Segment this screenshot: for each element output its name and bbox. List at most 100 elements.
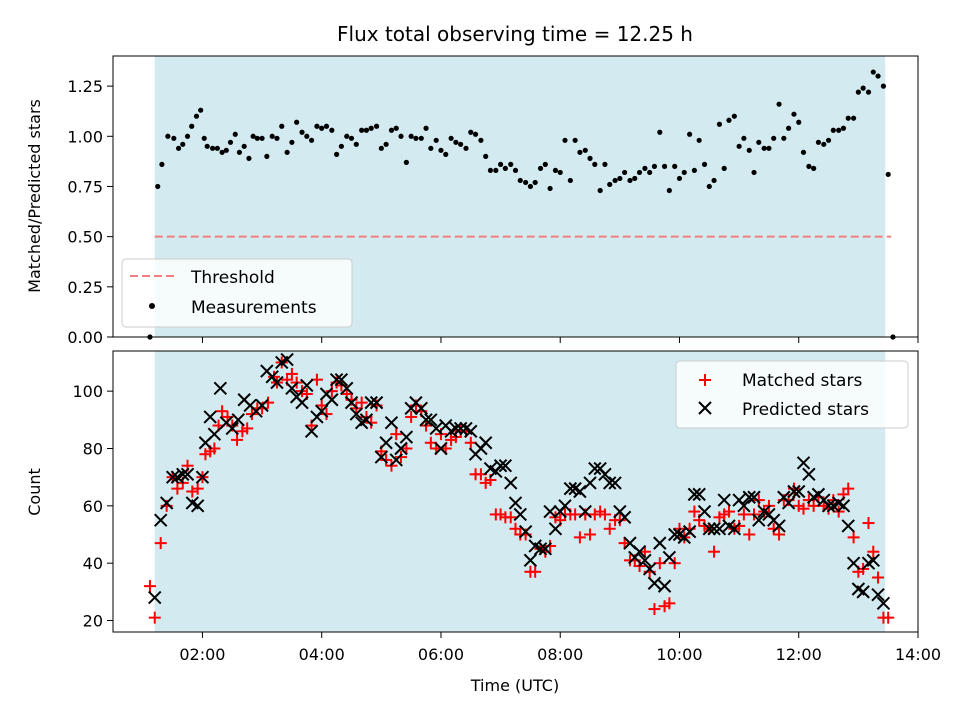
measurement-point	[155, 183, 161, 190]
predicted-star-point	[359, 413, 374, 427]
predicted-star-point	[841, 519, 855, 533]
measurement-point	[647, 169, 653, 176]
matched-star-point	[241, 422, 254, 435]
predicted-star-point	[304, 424, 319, 438]
matched-star-point	[882, 611, 895, 624]
predicted-star-point	[518, 524, 533, 539]
predicted-star-point	[702, 522, 717, 536]
predicted-marker-b	[642, 562, 657, 576]
predicted-star-point	[464, 424, 478, 438]
measurement-point	[171, 135, 177, 141]
predicted-marker-b	[159, 496, 174, 510]
predicted-marker-b	[180, 467, 195, 482]
predicted-star-point	[563, 481, 578, 496]
predicted-marker-b	[672, 527, 687, 542]
predicted-star-point	[379, 436, 393, 450]
matched-star-point	[773, 528, 786, 541]
predicted-star-point	[747, 490, 761, 504]
measurement-point	[344, 133, 350, 139]
predicted-marker-b	[821, 499, 836, 513]
predicted-marker-b	[583, 476, 597, 490]
measurement-point	[607, 181, 613, 188]
predicted-marker-b	[449, 421, 463, 436]
predicted-star-point	[349, 407, 363, 421]
predicted-star-point	[165, 470, 180, 484]
predicted-star-point	[642, 562, 657, 576]
measurement-point	[232, 131, 238, 137]
matched-star-point	[148, 611, 161, 624]
predicted-marker-b	[295, 395, 309, 410]
matched-star-point	[767, 522, 780, 535]
predicted-marker-b	[349, 407, 363, 421]
measurement-point	[478, 137, 484, 143]
predicted-marker-b	[687, 487, 702, 502]
measurement-point	[289, 139, 295, 145]
predicted-marker-b	[772, 519, 786, 533]
measurement-point	[657, 129, 663, 135]
predicted-marker-b	[697, 504, 712, 519]
measurement-point	[338, 143, 344, 149]
predicted-marker-b	[153, 513, 168, 527]
legend-threshold-label: Threshold	[190, 268, 275, 288]
measurement-point	[159, 161, 165, 167]
measurement-point	[223, 147, 229, 153]
predicted-marker-b	[374, 450, 389, 464]
measurement-point	[304, 133, 310, 139]
predicted-marker-b	[568, 481, 582, 496]
predicted-marker-b	[434, 441, 448, 456]
predicted-star-point	[871, 588, 885, 602]
measurement-point	[612, 177, 618, 184]
predicted-marker-b	[334, 372, 349, 387]
measurement-point	[413, 135, 419, 141]
predicted-star-point	[548, 522, 563, 536]
predicted-marker-b	[623, 536, 637, 550]
predicted-marker-b	[632, 545, 647, 559]
predicted-star-point	[176, 467, 190, 482]
predicted-marker-b	[394, 441, 408, 456]
predicted-star-point	[255, 398, 269, 413]
measurement-point	[597, 187, 603, 194]
predicted-star-point	[399, 430, 414, 444]
predicted-marker-b	[692, 487, 706, 502]
predicted-marker-b	[508, 496, 523, 510]
measurement-point	[274, 135, 280, 141]
predicted-marker-b	[757, 504, 771, 519]
matched-star-point	[867, 545, 880, 558]
matched-star-point	[504, 511, 517, 524]
measurement-point	[483, 153, 489, 159]
measurement-point	[577, 149, 583, 155]
matched-star-point	[598, 508, 611, 521]
predicted-marker-b	[528, 539, 542, 553]
bottom-y-axis: 20 40 60 80 100	[72, 382, 113, 631]
measurement-point	[666, 187, 672, 194]
predicted-star-point	[344, 395, 359, 410]
predicted-marker-b	[304, 424, 319, 438]
measurement-point	[329, 127, 335, 133]
measurement-point	[458, 141, 464, 147]
predicted-marker-b	[213, 381, 228, 395]
predicted-star-point	[727, 522, 742, 536]
x-axis-label: Time (UTC)	[470, 676, 559, 695]
measurement-point	[582, 147, 588, 153]
measurement-point	[512, 167, 519, 174]
predicted-marker-b	[792, 484, 806, 499]
matched-star-point	[613, 514, 626, 527]
predicted-star-point	[374, 450, 389, 464]
measurement-point	[537, 165, 544, 171]
measurement-point	[284, 149, 290, 155]
measurement-point	[383, 141, 389, 147]
predicted-marker-b	[285, 381, 299, 395]
predicted-marker-b	[668, 527, 682, 542]
measurement-point	[557, 169, 563, 176]
measurement-point	[264, 153, 270, 159]
predicted-marker-b	[399, 430, 414, 444]
predicted-marker-b	[543, 504, 557, 519]
predicted-star-point	[712, 522, 727, 536]
matched-star-point	[722, 505, 735, 518]
measurement-point	[825, 137, 832, 143]
matched-star-point	[390, 428, 403, 441]
measurement-point	[502, 165, 508, 171]
predicted-star-point	[876, 596, 891, 611]
predicted-marker-b	[747, 490, 761, 504]
predicted-star-point	[638, 553, 652, 568]
